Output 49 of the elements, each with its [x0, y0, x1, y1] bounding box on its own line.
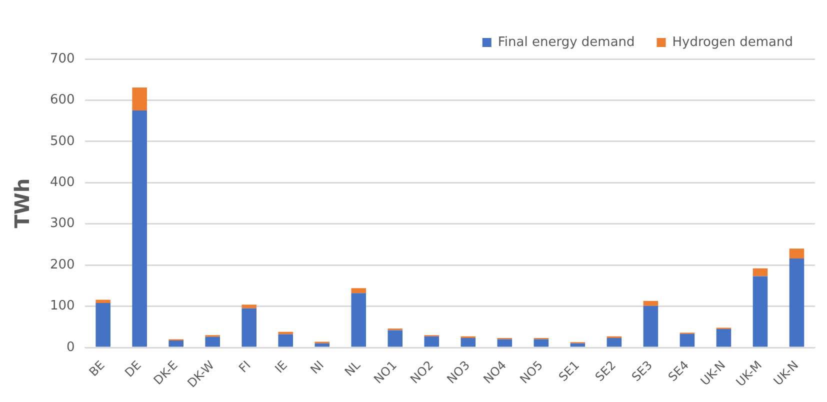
x-tick-label: BE [86, 358, 108, 380]
legend-label: Hydrogen demand [672, 34, 794, 50]
y-tick-label: 400 [50, 175, 75, 190]
bar [752, 276, 768, 347]
x-tick-label: SE2 [592, 358, 619, 384]
bar [497, 339, 512, 347]
x-tick-label: SE4 [665, 358, 692, 384]
bar [96, 302, 110, 347]
x-tick-label: NL [342, 358, 364, 380]
bar [96, 300, 110, 303]
x-tick-label: DE [122, 358, 144, 380]
x-tick-label: IE [272, 358, 290, 376]
bar [789, 248, 804, 258]
bar [680, 334, 695, 347]
bar [534, 339, 549, 347]
y-tick-label: 200 [50, 257, 75, 272]
x-tick-label: SE1 [556, 358, 582, 384]
bar [278, 332, 294, 334]
y-tick-label: 700 [50, 51, 75, 66]
bar [314, 343, 330, 347]
bar [132, 110, 147, 347]
bar [460, 338, 476, 347]
bar [570, 343, 586, 347]
bar [242, 304, 256, 308]
bar [351, 288, 366, 294]
bar [205, 336, 220, 347]
bar [789, 258, 804, 347]
bar [132, 87, 147, 111]
bar [643, 300, 658, 306]
y-axis-title: TWh [10, 178, 34, 228]
y-tick-label: 500 [50, 134, 75, 149]
bar [424, 336, 440, 347]
bar [278, 334, 294, 347]
y-tick-label: 100 [50, 298, 75, 314]
y-tick-label: 300 [50, 216, 75, 232]
bar [388, 330, 403, 347]
x-tick-label: NI [308, 358, 326, 377]
x-tick-label: SE3 [628, 358, 656, 384]
x-tick-label: FI [236, 358, 254, 376]
bar [752, 268, 768, 276]
bar [242, 308, 256, 347]
bar [716, 328, 732, 347]
bar [643, 306, 658, 347]
bar [168, 340, 184, 347]
y-tick-label: 600 [50, 92, 75, 108]
bar [351, 293, 366, 347]
bar [606, 338, 622, 347]
y-tick-label: 0 [66, 340, 75, 355]
legend-label: Final energy demand [498, 34, 635, 50]
